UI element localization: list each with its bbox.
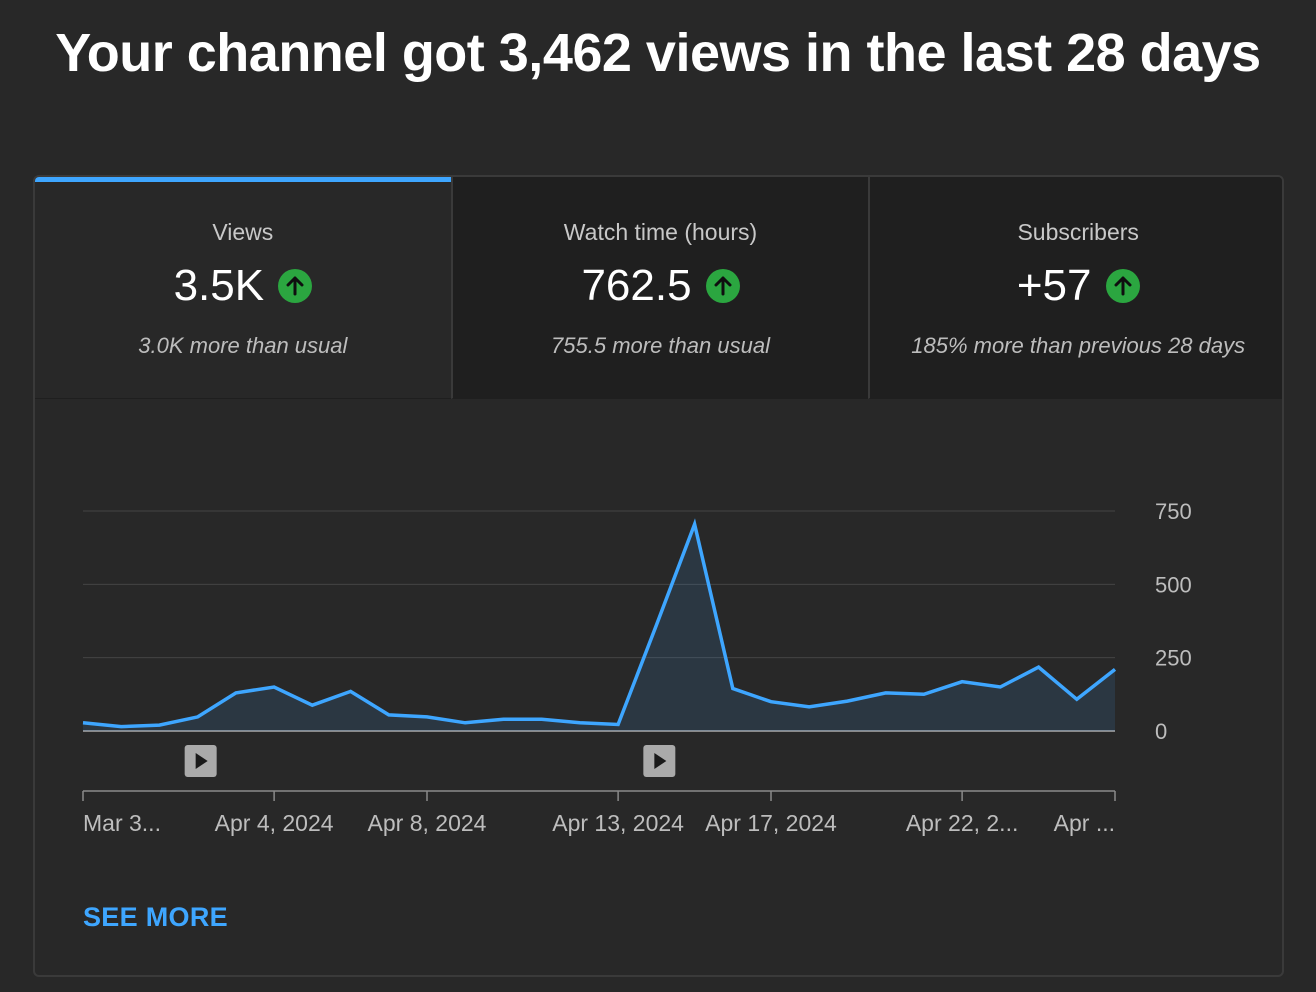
tab-views[interactable]: Views 3.5K 3.0K more than usual xyxy=(35,177,451,399)
x-tick-label: Apr 4, 2024 xyxy=(215,810,334,836)
tab-value: +57 xyxy=(1016,261,1092,310)
tab-value-row: +57 xyxy=(870,261,1282,311)
y-tick-label: 750 xyxy=(1155,499,1192,524)
tab-value-row: 3.5K xyxy=(35,261,451,311)
metric-tabs: Views 3.5K 3.0K more than usual Watch ti… xyxy=(35,177,1282,399)
x-tick-label: Mar 3... xyxy=(83,810,161,836)
see-more-link[interactable]: SEE MORE xyxy=(83,902,228,932)
tab-value: 3.5K xyxy=(173,261,265,310)
play-icon-glyph xyxy=(195,753,208,769)
play-icon-glyph xyxy=(654,753,667,769)
tab-label: Watch time (hours) xyxy=(563,219,758,245)
x-tick-label: Apr 22, 2... xyxy=(906,810,1019,836)
tab-watch-time[interactable]: Watch time (hours) 762.5 755.5 more than… xyxy=(450,177,869,399)
arrow-up-circle-icon xyxy=(705,269,740,303)
tab-subscribers[interactable]: Subscribers +57 185% more than previous … xyxy=(868,177,1282,399)
x-tick-label: Apr 17, 2024 xyxy=(705,810,837,836)
series-line xyxy=(82,518,1117,729)
tab-label: Views xyxy=(212,219,274,245)
tab-label: Subscribers xyxy=(1017,219,1139,245)
x-tick-label: Apr 13, 2024 xyxy=(552,810,684,836)
tab-value-row: 762.5 xyxy=(453,261,869,311)
views-chart: 0 250 500 750 Mar 3... Apr 4, 2024 Apr 8, 2024… xyxy=(82,499,1192,836)
page-headline: Your channel got 3,462 views in the last… xyxy=(55,23,1261,83)
tab-comparison: 3.0K more than usual xyxy=(138,333,348,358)
arrow-up-circle-icon xyxy=(1105,269,1140,303)
x-tick-label: Apr 8, 2024 xyxy=(368,810,487,836)
y-tick-label: 250 xyxy=(1155,646,1192,671)
tab-comparison: 755.5 more than usual xyxy=(551,333,770,358)
analytics-card: Views 3.5K 3.0K more than usual Watch ti… xyxy=(33,175,1284,977)
series-area xyxy=(83,524,1115,731)
arrow-up-circle-icon xyxy=(278,269,313,303)
tab-comparison: 185% more than previous 28 days xyxy=(911,333,1246,358)
tab-value: 762.5 xyxy=(581,261,692,310)
y-tick-label: 0 xyxy=(1155,719,1167,744)
y-tick-label: 500 xyxy=(1155,572,1192,597)
x-tick-label: Apr ... xyxy=(1054,810,1115,836)
